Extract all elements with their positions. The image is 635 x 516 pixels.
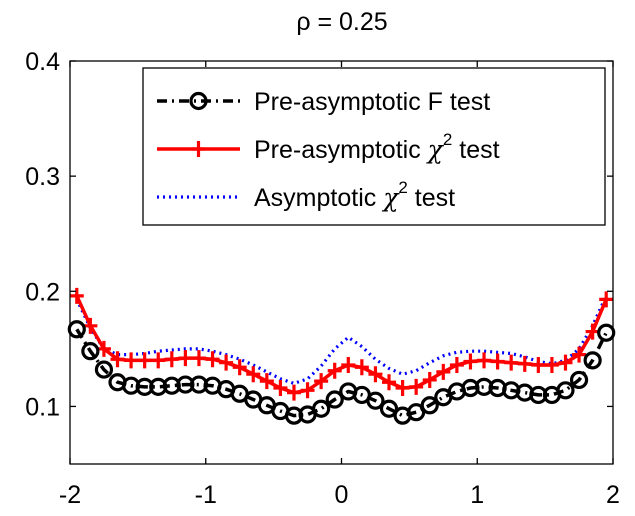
legend-entry-0: Pre-asymptotic F test — [157, 88, 490, 116]
data-point — [312, 399, 331, 418]
x-tick-label: 1 — [470, 481, 484, 509]
data-point — [124, 352, 139, 369]
data-point — [572, 346, 587, 363]
y-tick-label: 0.3 — [25, 163, 60, 191]
data-point — [69, 287, 84, 304]
data-point — [81, 342, 100, 361]
data-point — [273, 380, 288, 397]
series-2 — [75, 295, 608, 385]
data-point — [395, 380, 410, 397]
series-layer — [67, 287, 616, 425]
data-point — [232, 359, 247, 376]
data-point — [94, 360, 114, 379]
data-point — [597, 323, 616, 342]
data-point — [67, 320, 86, 339]
data-point — [583, 351, 602, 370]
data-point — [517, 355, 532, 372]
legend-entry-1: Pre-asymptotic χ2 test — [157, 130, 500, 164]
data-point — [137, 352, 152, 369]
data-point — [151, 352, 166, 369]
x-tick-label: 0 — [335, 481, 349, 509]
data-point — [569, 370, 589, 390]
data-point — [341, 356, 356, 373]
axes-layer: -2 -1 0 1 2 0.1 0.2 0.3 0.4 — [25, 48, 620, 509]
x-tick-label: -1 — [195, 481, 217, 509]
series-0 — [67, 320, 616, 425]
data-point — [463, 353, 478, 370]
data-point — [164, 351, 179, 368]
data-point — [205, 351, 220, 368]
legend-marker — [191, 141, 206, 157]
data-point — [422, 371, 437, 388]
data-point — [504, 354, 519, 371]
x-tick-label: -2 — [59, 481, 81, 509]
data-point — [327, 362, 342, 379]
data-point — [259, 373, 274, 390]
legend-label: Pre-asymptotic χ2 test — [254, 130, 500, 164]
y-tick-label: 0.4 — [25, 48, 60, 76]
data-point — [544, 356, 559, 373]
series-line — [75, 295, 608, 385]
data-point — [556, 381, 575, 400]
data-point — [366, 391, 385, 410]
legend-label: Pre-asymptotic F test — [254, 88, 490, 116]
data-point — [407, 403, 426, 422]
y-tick-label: 0.1 — [25, 393, 60, 421]
data-point — [420, 396, 439, 415]
data-point — [314, 373, 329, 390]
data-point — [599, 291, 614, 308]
legend-box — [142, 67, 606, 226]
data-point — [490, 353, 505, 370]
legend: Pre-asymptotic F test Pre-asymptotic χ2 t… — [142, 67, 606, 226]
data-point — [477, 352, 492, 369]
data-point — [300, 382, 315, 399]
data-point — [96, 340, 111, 357]
data-point — [219, 354, 234, 371]
data-point — [368, 366, 383, 383]
data-point — [558, 354, 573, 371]
data-point — [286, 384, 301, 401]
data-point — [246, 366, 261, 383]
data-point — [436, 363, 451, 380]
data-point — [110, 351, 125, 368]
data-point — [449, 356, 464, 373]
legend-label: Asymptotic χ2 test — [254, 178, 455, 212]
data-point — [409, 378, 424, 395]
x-tick-label: 2 — [606, 481, 620, 509]
data-point — [354, 359, 369, 376]
data-point — [379, 399, 399, 418]
data-point — [531, 356, 546, 373]
y-tick-label: 0.2 — [25, 278, 60, 306]
data-point — [83, 317, 98, 334]
legend-entry-2: Asymptotic χ2 test — [157, 178, 455, 212]
data-point — [382, 374, 397, 391]
data-point — [178, 350, 193, 367]
chart-title: ρ = 0.25 — [296, 8, 387, 36]
data-point — [191, 350, 206, 367]
series-1 — [69, 287, 614, 401]
legend-marker — [189, 91, 208, 111]
data-point — [325, 390, 344, 409]
